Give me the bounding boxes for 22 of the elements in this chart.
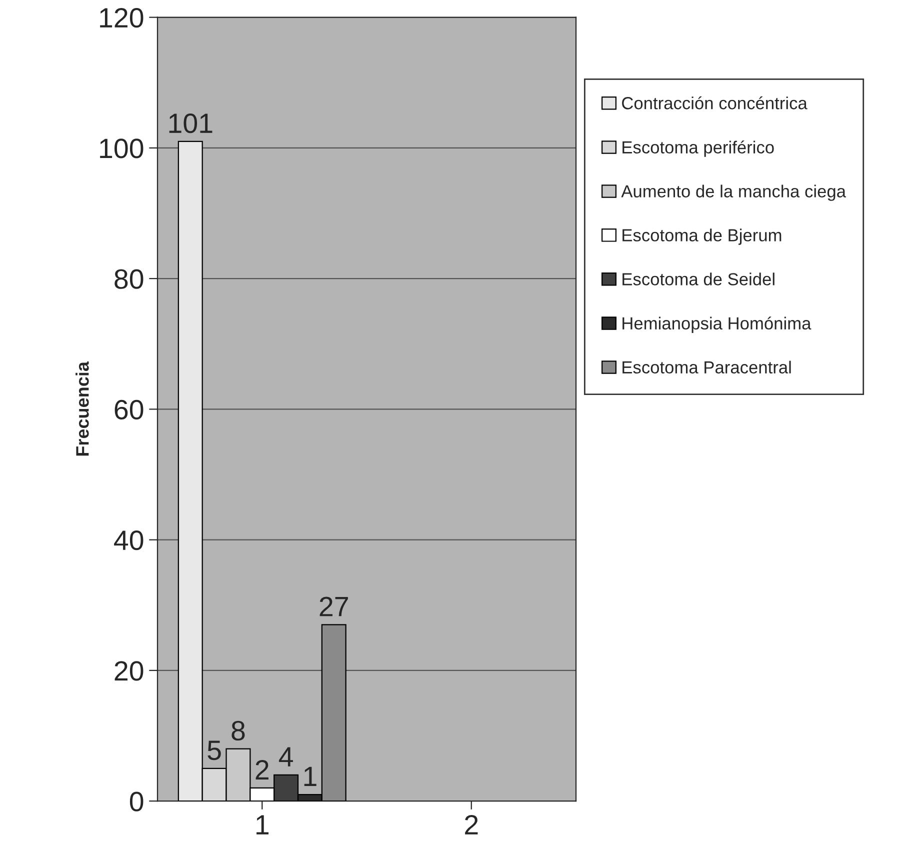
data-label: 2 bbox=[256, 760, 268, 780]
legend-label: Escotoma Paracentral bbox=[622, 360, 791, 374]
y-tick-label: 60 bbox=[114, 400, 144, 420]
y-tick-label: 120 bbox=[100, 8, 144, 28]
legend-label: Escotoma de Bjerum bbox=[622, 228, 782, 245]
legend-label: Aumento de la mancha ciega bbox=[621, 184, 846, 201]
legend-label: Escotoma de Seidel bbox=[622, 272, 774, 286]
legend-label: Escotoma periférico bbox=[622, 140, 774, 157]
y-tick-label: 100 bbox=[100, 138, 144, 158]
data-label: 5 bbox=[208, 740, 221, 760]
legend-label: Hemianopsia Homónima bbox=[622, 316, 812, 333]
y-tick-label: 80 bbox=[114, 269, 144, 289]
y-tick-label: 40 bbox=[114, 530, 144, 550]
data-label: 27 bbox=[320, 596, 348, 616]
legend-label: Contracción concéntrica bbox=[622, 96, 808, 110]
data-label: 4 bbox=[278, 747, 293, 766]
data-label: 1 bbox=[304, 766, 316, 786]
y-tick-label: 20 bbox=[114, 661, 144, 681]
y-axis-title: Frecuencia bbox=[76, 361, 89, 456]
data-label: 101 bbox=[169, 113, 212, 134]
data-label: 8 bbox=[232, 720, 245, 741]
y-tick-label: 0 bbox=[130, 792, 144, 812]
